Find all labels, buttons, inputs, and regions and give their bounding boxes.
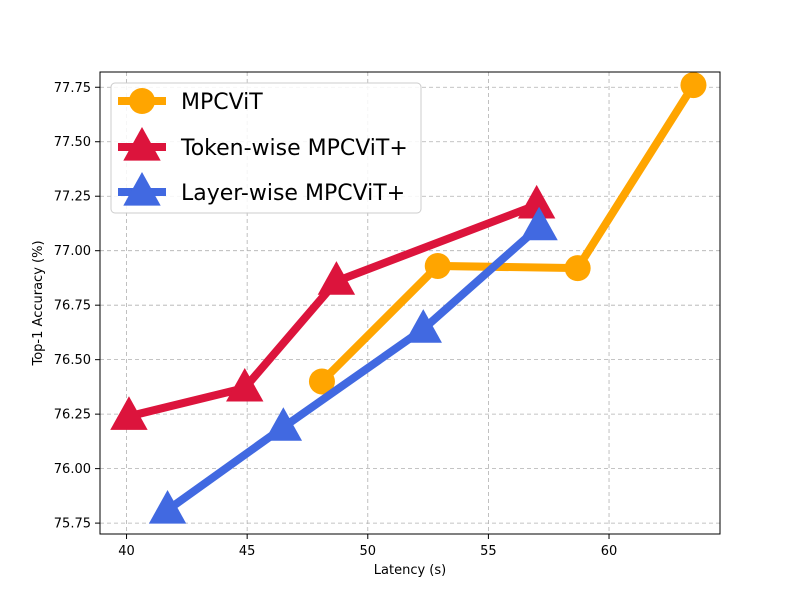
legend-item: Layer-wise MPCViT+ [118, 171, 405, 206]
y-tick-label: 77.25 [54, 190, 91, 205]
series-mpcvit [308, 72, 707, 395]
y-tick-label: 76.50 [54, 353, 91, 368]
y-tick-label: 76.75 [54, 299, 91, 314]
x-tick-label: 45 [239, 544, 256, 559]
y-tick-label: 75.75 [54, 517, 91, 532]
data-point [404, 309, 442, 343]
legend-marker [123, 171, 161, 206]
y-tick-label: 76.25 [54, 408, 91, 423]
x-tick-label: 40 [118, 544, 135, 559]
y-tick-label: 77.00 [54, 244, 91, 259]
legend: MPCViT Token-wise MPCViT+ Layer-wise MPCVi… [110, 82, 422, 214]
y-tick-label: 77.75 [54, 81, 91, 96]
legend-item: Token-wise MPCViT+ [118, 126, 408, 161]
data-point [517, 184, 556, 219]
data-point [520, 206, 558, 241]
x-tick-label: 50 [360, 544, 377, 559]
data-point [317, 261, 356, 295]
series-layer-wise-mpcvit- [148, 206, 558, 524]
data-point [308, 368, 335, 395]
data-point [148, 490, 187, 524]
legend-marker [123, 126, 161, 161]
legend-marker [129, 88, 155, 114]
legend-box [110, 82, 422, 214]
y-axis-label: Top-1 Accuracy (%) [31, 240, 46, 366]
y-tick-label: 76.00 [54, 462, 91, 477]
series-layer [110, 72, 707, 524]
legend-label: MPCViT [181, 90, 263, 115]
data-point [564, 255, 591, 282]
x-tick-label: 60 [601, 544, 618, 559]
series-line [127, 201, 539, 421]
y-tick-label: 77.50 [54, 135, 91, 150]
legend-item: MPCViT [118, 88, 263, 115]
data-point [226, 367, 264, 402]
legend-label: Token-wise MPCViT+ [180, 136, 408, 161]
plot-frame [99, 71, 721, 535]
series-line [165, 223, 542, 514]
x-axis-label: Latency (s) [374, 563, 446, 578]
data-point [680, 72, 707, 99]
legend-label: Layer-wise MPCViT+ [181, 181, 405, 206]
data-point [110, 396, 148, 430]
series-line [319, 82, 697, 385]
series-token-wise-mpcvit- [110, 184, 556, 430]
y-axis-ticks: 75.75 76.00 76.25 76.50 76.75 77.00 77.25 77.50… [54, 81, 100, 532]
x-tick-label: 55 [480, 544, 497, 559]
data-point [424, 252, 451, 279]
data-point [264, 407, 303, 441]
x-axis-ticks: 40 45 50 55 60 [118, 534, 617, 559]
